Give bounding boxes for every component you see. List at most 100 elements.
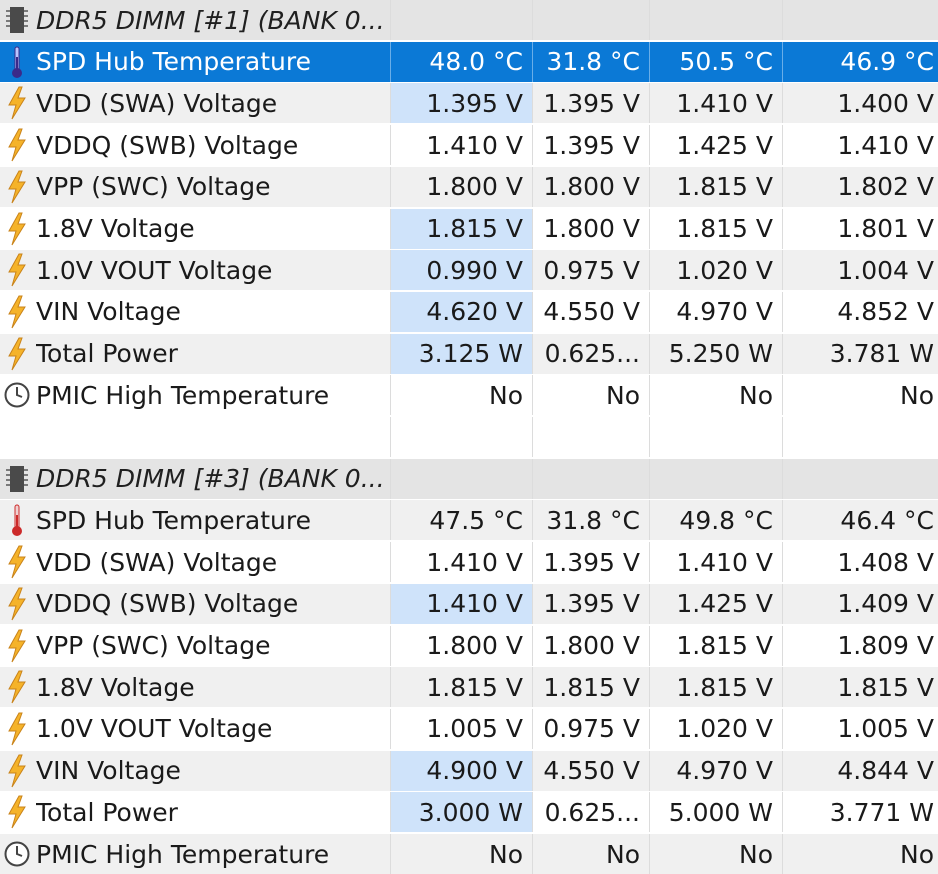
sensor-row[interactable]: 1.8V Voltage 1.815 V 1.815 V 1.815 V 1.815 V bbox=[0, 667, 938, 708]
sensor-row[interactable]: VDD (SWA) Voltage 1.395 V 1.395 V 1.410 V 1.… bbox=[0, 83, 938, 124]
current-value: 1.395 V bbox=[391, 83, 533, 124]
sensor-label: VPP (SWC) Voltage bbox=[36, 631, 271, 660]
thermometer-icon bbox=[2, 502, 32, 538]
group-title: DDR5 DIMM [#1] (BANK 0... bbox=[36, 5, 385, 35]
group-header[interactable]: DDR5 DIMM [#1] (BANK 0... bbox=[0, 0, 938, 40]
sensor-row[interactable]: SPD Hub Temperature 48.0 °C 31.8 °C 50.5 °C… bbox=[0, 41, 938, 82]
name-cell: VIN Voltage bbox=[0, 291, 391, 332]
min-value: 1.395 V bbox=[533, 83, 650, 124]
name-cell: VDD (SWA) Voltage bbox=[0, 83, 391, 124]
empty-cell bbox=[783, 459, 938, 499]
lightning-icon bbox=[2, 794, 32, 830]
current-value: 4.900 V bbox=[391, 750, 533, 791]
max-value: 4.970 V bbox=[650, 291, 783, 332]
sensor-row[interactable]: VIN Voltage 4.620 V 4.550 V 4.970 V 4.852 V bbox=[0, 291, 938, 332]
sensor-label: VDDQ (SWB) Voltage bbox=[36, 589, 299, 619]
sensor-row[interactable]: 1.8V Voltage 1.815 V 1.800 V 1.815 V 1.801 V bbox=[0, 208, 938, 249]
lightning-icon bbox=[2, 85, 32, 121]
empty-cell bbox=[650, 0, 783, 40]
min-value: 4.550 V bbox=[533, 750, 650, 791]
sensor-label: SPD Hub Temperature bbox=[36, 47, 311, 77]
max-value: 1.815 V bbox=[650, 208, 783, 249]
current-value: 4.620 V bbox=[391, 291, 533, 332]
sensor-row[interactable]: PMIC High Temperature No No No No bbox=[0, 834, 938, 874]
sensor-label: 1.8V Voltage bbox=[36, 672, 195, 702]
name-cell: PMIC High Temperature bbox=[0, 375, 391, 416]
sensor-label: VIN Voltage bbox=[36, 297, 181, 327]
empty-cell bbox=[391, 0, 533, 40]
min-value: 1.800 V bbox=[533, 166, 650, 207]
sensor-label: PMIC High Temperature bbox=[36, 380, 330, 410]
average-value: 1.400 V bbox=[837, 88, 934, 118]
average-value: 1.409 V bbox=[837, 589, 934, 619]
max-value: No bbox=[650, 834, 783, 874]
min-value: 1.395 V bbox=[533, 542, 650, 583]
sensor-label: Total Power bbox=[36, 797, 178, 827]
sensor-row[interactable]: 1.0V VOUT Voltage 1.005 V 0.975 V 1.020 V 1.… bbox=[0, 708, 938, 749]
current-value: 48.0 °C bbox=[391, 41, 533, 82]
sensor-label: SPD Hub Temperature bbox=[36, 505, 311, 535]
name-cell: DDR5 DIMM [#3] (BANK 0... bbox=[0, 458, 391, 499]
clock-icon bbox=[2, 377, 32, 413]
lightning-icon bbox=[2, 336, 32, 372]
max-value: 1.410 V bbox=[650, 542, 783, 583]
sensor-row[interactable]: VDD (SWA) Voltage 1.410 V 1.395 V 1.410 V 1.… bbox=[0, 542, 938, 583]
lightning-icon bbox=[2, 211, 32, 247]
empty-cell bbox=[391, 458, 533, 499]
min-value: No bbox=[533, 834, 650, 874]
name-cell: VDDQ (SWB) Voltage bbox=[0, 583, 391, 624]
sensor-label: VDD (SWA) Voltage bbox=[36, 547, 278, 577]
sensor-label: VPP (SWC) Voltage bbox=[36, 172, 271, 202]
current-value: 1.800 V bbox=[391, 166, 533, 207]
sensor-label: 1.8V Voltage bbox=[36, 214, 195, 243]
min-value: 31.8 °C bbox=[533, 500, 650, 541]
min-value: No bbox=[533, 375, 650, 416]
average-value: 4.852 V bbox=[837, 297, 934, 327]
empty-cell bbox=[533, 417, 650, 457]
sensor-row[interactable]: Total Power 3.000 W 0.625... 5.000 W 3.771 W bbox=[0, 792, 938, 833]
current-value: 1.005 V bbox=[391, 708, 533, 749]
lightning-icon bbox=[2, 586, 32, 622]
average-value: 46.4 °C bbox=[840, 505, 934, 535]
name-cell: VDDQ (SWB) Voltage bbox=[0, 125, 391, 166]
sensor-row[interactable]: 1.0V VOUT Voltage 0.990 V 0.975 V 1.020 V 1.… bbox=[0, 250, 938, 291]
sensor-row[interactable]: VIN Voltage 4.900 V 4.550 V 4.970 V 4.844 V bbox=[0, 750, 938, 791]
sensor-row[interactable]: SPD Hub Temperature 47.5 °C 31.8 °C 49.8 °C… bbox=[0, 500, 938, 541]
group-header[interactable]: DDR5 DIMM [#3] (BANK 0... bbox=[0, 458, 938, 499]
lightning-icon bbox=[2, 711, 32, 747]
max-value: 49.8 °C bbox=[650, 500, 783, 541]
max-value: 5.250 W bbox=[650, 333, 783, 374]
lightning-icon bbox=[2, 252, 32, 288]
empty-cell bbox=[650, 417, 783, 457]
sensor-row[interactable]: VPP (SWC) Voltage 1.800 V 1.800 V 1.815 V 1.… bbox=[0, 625, 938, 666]
lightning-icon bbox=[2, 169, 32, 205]
sensor-row[interactable]: VPP (SWC) Voltage 1.800 V 1.800 V 1.815 V 1.… bbox=[0, 166, 938, 207]
current-value: 3.125 W bbox=[391, 333, 533, 374]
max-value: 1.410 V bbox=[650, 83, 783, 124]
empty-cell bbox=[650, 458, 783, 499]
name-cell: 1.8V Voltage bbox=[0, 667, 391, 708]
lightning-icon bbox=[2, 294, 32, 330]
average-value: No bbox=[900, 839, 934, 869]
current-value: 0.990 V bbox=[391, 250, 533, 291]
average-value: 3.781 W bbox=[829, 339, 934, 369]
average-value: 3.771 W bbox=[829, 797, 934, 827]
sensor-row[interactable]: Total Power 3.125 W 0.625... 5.250 W 3.781 W bbox=[0, 333, 938, 374]
min-value: 4.550 V bbox=[533, 291, 650, 332]
sensor-label: VDD (SWA) Voltage bbox=[36, 88, 278, 118]
empty-cell bbox=[0, 417, 391, 457]
empty-cell bbox=[783, 0, 938, 40]
name-cell: 1.0V VOUT Voltage bbox=[0, 250, 391, 291]
max-value: 1.815 V bbox=[650, 166, 783, 207]
name-cell: 1.0V VOUT Voltage bbox=[0, 708, 391, 749]
max-value: 4.970 V bbox=[650, 750, 783, 791]
sensor-row[interactable]: PMIC High Temperature No No No No bbox=[0, 375, 938, 416]
current-value: 1.800 V bbox=[391, 625, 533, 666]
average-value: 1.809 V bbox=[837, 631, 934, 660]
current-value: No bbox=[391, 375, 533, 416]
min-value: 0.625... bbox=[533, 792, 650, 833]
sensor-label: VIN Voltage bbox=[36, 756, 181, 786]
lightning-icon bbox=[2, 544, 32, 580]
